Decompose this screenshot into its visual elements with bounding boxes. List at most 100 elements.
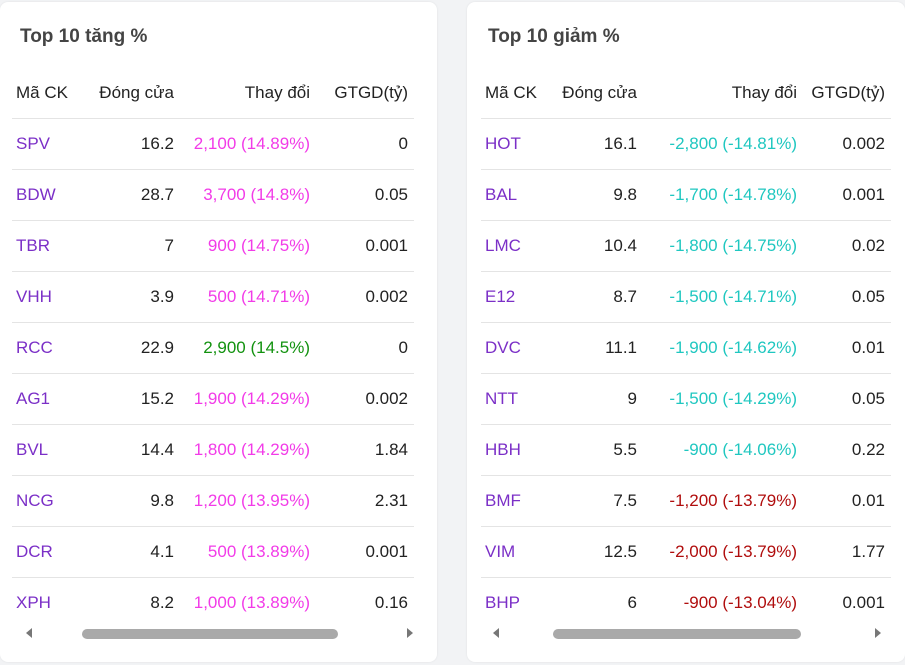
table-row[interactable]: VIM 12.5 -2,000 (-13.79%) 1.77: [481, 526, 891, 578]
column-header-value[interactable]: GTGD(tỷ): [334, 82, 408, 102]
change-cell: 2,100 (14.89%): [180, 118, 316, 170]
table-row[interactable]: SPV 16.2 2,100 (14.89%) 0: [12, 118, 414, 170]
symbol-cell[interactable]: E12: [481, 271, 549, 323]
trade-value-cell: 1.77: [803, 526, 891, 578]
table-row[interactable]: RCC 22.9 2,900 (14.5%) 0: [12, 322, 414, 374]
table-row[interactable]: HOT 16.1 -2,800 (-14.81%) 0.002: [481, 118, 891, 170]
symbol-cell[interactable]: LMC: [481, 220, 549, 272]
top-losers-panel: Top 10 giảm % Mã CK Đóng cửa Thay đổi GT…: [467, 2, 905, 662]
table-row[interactable]: AG1 15.2 1,900 (14.29%) 0.002: [12, 373, 414, 425]
table-row[interactable]: TBR 7 900 (14.75%) 0.001: [12, 220, 414, 272]
symbol-cell[interactable]: TBR: [12, 220, 80, 272]
symbol-cell[interactable]: VIM: [481, 526, 549, 578]
symbol-cell[interactable]: BVL: [12, 424, 80, 476]
trade-value-cell: 2.31: [316, 475, 414, 527]
change-cell: -1,500 (-14.29%): [643, 373, 803, 425]
column-header-change[interactable]: Thay đổi: [244, 82, 310, 102]
close-price-cell: 9.8: [80, 475, 180, 527]
close-price-cell: 4.1: [80, 526, 180, 578]
change-cell: 900 (14.75%): [180, 220, 316, 272]
table-row[interactable]: NCG 9.8 1,200 (13.95%) 2.31: [12, 475, 414, 527]
scroll-left-arrow-icon[interactable]: [493, 628, 499, 638]
table-row[interactable]: NTT 9 -1,500 (-14.29%) 0.05: [481, 373, 891, 425]
column-header-symbol[interactable]: Mã CK: [16, 82, 68, 102]
table-row[interactable]: BVL 14.4 1,800 (14.29%) 1.84: [12, 424, 414, 476]
table-row[interactable]: BAL 9.8 -1,700 (-14.78%) 0.001: [481, 169, 891, 221]
change-cell: 1,800 (14.29%): [180, 424, 316, 476]
symbol-cell[interactable]: DVC: [481, 322, 549, 374]
horizontal-scrollbar[interactable]: [487, 626, 885, 642]
trade-value-cell: 1.84: [316, 424, 414, 476]
column-header-symbol[interactable]: Mã CK: [485, 82, 537, 102]
symbol-cell[interactable]: RCC: [12, 322, 80, 374]
table-row[interactable]: DVC 11.1 -1,900 (-14.62%) 0.01: [481, 322, 891, 374]
trade-value-cell: 0.02: [803, 220, 891, 272]
close-price-cell: 6: [549, 577, 643, 628]
column-header-close[interactable]: Đóng cửa: [562, 82, 637, 102]
trade-value-cell: 0: [316, 322, 414, 374]
panel-title: Top 10 tăng %: [20, 26, 148, 47]
trade-value-cell: 0.16: [316, 577, 414, 628]
symbol-cell[interactable]: NTT: [481, 373, 549, 425]
trade-value-cell: 0.01: [803, 475, 891, 527]
scroll-right-arrow-icon[interactable]: [875, 628, 881, 638]
change-cell: 3,700 (14.8%): [180, 169, 316, 221]
panel-title: Top 10 giảm %: [488, 26, 620, 47]
table-row[interactable]: E12 8.7 -1,500 (-14.71%) 0.05: [481, 271, 891, 323]
close-price-cell: 11.1: [549, 322, 643, 374]
table-row[interactable]: BHP 6 -900 (-13.04%) 0.001: [481, 577, 891, 628]
trade-value-cell: 0.002: [316, 271, 414, 323]
losers-table: Mã CK Đóng cửa Thay đổi GTGD(tỷ) HOT 16.1…: [481, 67, 891, 628]
table-row[interactable]: LMC 10.4 -1,800 (-14.75%) 0.02: [481, 220, 891, 272]
change-cell: 500 (13.89%): [180, 526, 316, 578]
close-price-cell: 12.5: [549, 526, 643, 578]
close-price-cell: 15.2: [80, 373, 180, 425]
table-row[interactable]: DCR 4.1 500 (13.89%) 0.001: [12, 526, 414, 578]
symbol-cell[interactable]: DCR: [12, 526, 80, 578]
close-price-cell: 8.7: [549, 271, 643, 323]
top-gainers-panel: Top 10 tăng % Mã CK Đóng cửa Thay đổi GT…: [0, 2, 437, 662]
horizontal-scrollbar[interactable]: [20, 626, 417, 642]
symbol-cell[interactable]: SPV: [12, 118, 80, 170]
close-price-cell: 16.2: [80, 118, 180, 170]
close-price-cell: 8.2: [80, 577, 180, 628]
change-cell: -2,800 (-14.81%): [643, 118, 803, 170]
table-row[interactable]: HBH 5.5 -900 (-14.06%) 0.22: [481, 424, 891, 476]
close-price-cell: 16.1: [549, 118, 643, 170]
scrollbar-thumb[interactable]: [82, 629, 338, 639]
table-row[interactable]: BMF 7.5 -1,200 (-13.79%) 0.01: [481, 475, 891, 527]
gainers-table: Mã CK Đóng cửa Thay đổi GTGD(tỷ) SPV 16.2…: [12, 67, 414, 628]
symbol-cell[interactable]: BMF: [481, 475, 549, 527]
change-cell: -1,900 (-14.62%): [643, 322, 803, 374]
trade-value-cell: 0.05: [803, 373, 891, 425]
scroll-left-arrow-icon[interactable]: [26, 628, 32, 638]
trade-value-cell: 0.002: [316, 373, 414, 425]
symbol-cell[interactable]: BDW: [12, 169, 80, 221]
trade-value-cell: 0.05: [316, 169, 414, 221]
symbol-cell[interactable]: VHH: [12, 271, 80, 323]
trade-value-cell: 0.001: [316, 526, 414, 578]
column-header-change[interactable]: Thay đổi: [731, 82, 797, 102]
change-cell: 1,000 (13.89%): [180, 577, 316, 628]
symbol-cell[interactable]: HBH: [481, 424, 549, 476]
trade-value-cell: 0.001: [803, 169, 891, 221]
symbol-cell[interactable]: XPH: [12, 577, 80, 628]
trade-value-cell: 0: [316, 118, 414, 170]
table-header-row: Mã CK Đóng cửa Thay đổi GTGD(tỷ): [481, 67, 891, 119]
table-row[interactable]: VHH 3.9 500 (14.71%) 0.002: [12, 271, 414, 323]
trade-value-cell: 0.05: [803, 271, 891, 323]
table-row[interactable]: XPH 8.2 1,000 (13.89%) 0.16: [12, 577, 414, 628]
symbol-cell[interactable]: BAL: [481, 169, 549, 221]
column-header-value[interactable]: GTGD(tỷ): [811, 82, 885, 102]
symbol-cell[interactable]: AG1: [12, 373, 80, 425]
scrollbar-thumb[interactable]: [553, 629, 801, 639]
table-row[interactable]: BDW 28.7 3,700 (14.8%) 0.05: [12, 169, 414, 221]
scroll-right-arrow-icon[interactable]: [407, 628, 413, 638]
symbol-cell[interactable]: HOT: [481, 118, 549, 170]
symbol-cell[interactable]: NCG: [12, 475, 80, 527]
close-price-cell: 7: [80, 220, 180, 272]
change-cell: -2,000 (-13.79%): [643, 526, 803, 578]
symbol-cell[interactable]: BHP: [481, 577, 549, 628]
column-header-close[interactable]: Đóng cửa: [99, 82, 174, 102]
trade-value-cell: 0.001: [803, 577, 891, 628]
